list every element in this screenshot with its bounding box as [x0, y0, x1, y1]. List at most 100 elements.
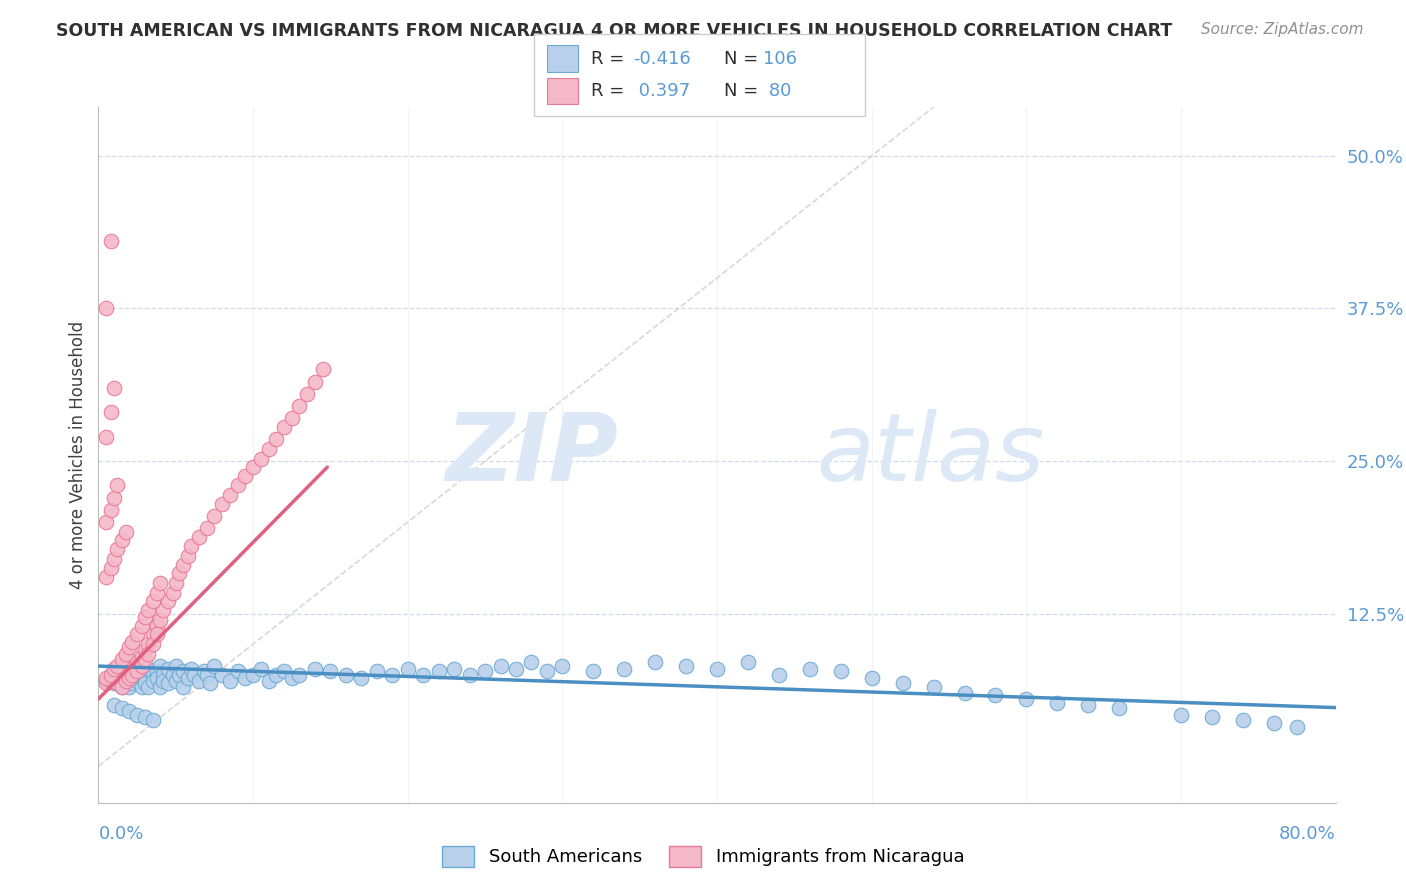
- Point: [149, 659, 172, 673]
- Point: [142, 594, 165, 608]
- Text: N =: N =: [724, 82, 758, 100]
- Point: [860, 671, 883, 685]
- Point: [474, 664, 496, 678]
- Point: [103, 676, 125, 690]
- Point: [146, 627, 169, 641]
- Point: [103, 381, 125, 395]
- Point: [1232, 713, 1254, 727]
- Point: [149, 576, 172, 591]
- Point: [115, 661, 138, 675]
- Point: [131, 664, 153, 678]
- Point: [100, 667, 122, 681]
- Point: [198, 676, 221, 690]
- Point: [111, 533, 134, 548]
- Point: [1263, 716, 1285, 731]
- Point: [127, 664, 149, 678]
- Point: [242, 460, 264, 475]
- Point: [142, 673, 165, 688]
- Point: [111, 680, 134, 694]
- Point: [1015, 692, 1038, 706]
- Point: [312, 362, 335, 376]
- Point: [127, 667, 149, 681]
- Point: [131, 659, 153, 673]
- Point: [1286, 720, 1309, 734]
- Point: [100, 561, 122, 575]
- Point: [96, 570, 118, 584]
- Point: [115, 673, 138, 688]
- Point: [165, 673, 187, 688]
- Point: [134, 610, 156, 624]
- Point: [266, 432, 288, 446]
- Point: [304, 661, 326, 675]
- Point: [121, 667, 143, 681]
- Point: [103, 551, 125, 566]
- Point: [177, 671, 200, 685]
- Point: [173, 558, 195, 572]
- Point: [830, 664, 852, 678]
- Point: [319, 664, 342, 678]
- Point: [146, 586, 169, 600]
- Point: [121, 634, 143, 648]
- Point: [188, 530, 211, 544]
- Point: [134, 710, 156, 724]
- Point: [131, 680, 153, 694]
- Point: [1046, 696, 1069, 710]
- Point: [100, 503, 122, 517]
- Point: [111, 652, 134, 666]
- Point: [1077, 698, 1099, 713]
- Text: R =: R =: [591, 82, 624, 100]
- Point: [219, 488, 242, 502]
- Point: [105, 676, 128, 690]
- Point: [226, 478, 249, 492]
- Point: [118, 680, 141, 694]
- Point: [427, 664, 450, 678]
- Point: [118, 659, 141, 673]
- Point: [115, 524, 138, 539]
- Point: [142, 627, 165, 641]
- Text: 80: 80: [763, 82, 792, 100]
- Point: [103, 671, 125, 685]
- Point: [134, 673, 156, 688]
- Point: [193, 664, 215, 678]
- Point: [115, 664, 138, 678]
- Point: [127, 673, 149, 688]
- Point: [152, 667, 174, 681]
- Point: [288, 667, 311, 681]
- Point: [146, 664, 169, 678]
- Text: ZIP: ZIP: [446, 409, 619, 501]
- Point: [768, 667, 790, 681]
- Point: [111, 667, 134, 681]
- Point: [131, 671, 153, 685]
- Point: [103, 491, 125, 505]
- Point: [149, 613, 172, 627]
- Point: [381, 667, 404, 681]
- Point: [195, 521, 218, 535]
- Point: [96, 515, 118, 529]
- Point: [115, 647, 138, 661]
- Point: [146, 619, 169, 633]
- Point: [105, 541, 128, 556]
- Point: [304, 375, 326, 389]
- Y-axis label: 4 or more Vehicles in Household: 4 or more Vehicles in Household: [69, 321, 87, 589]
- Point: [165, 576, 187, 591]
- Point: [105, 659, 128, 673]
- Point: [891, 676, 914, 690]
- Point: [396, 661, 419, 675]
- Point: [100, 673, 122, 688]
- Point: [149, 680, 172, 694]
- Point: [226, 664, 249, 678]
- Point: [136, 603, 159, 617]
- Text: 0.0%: 0.0%: [98, 825, 143, 843]
- Point: [644, 656, 666, 670]
- Point: [111, 664, 134, 678]
- Point: [250, 661, 273, 675]
- Point: [136, 680, 159, 694]
- Point: [167, 566, 190, 581]
- Point: [134, 643, 156, 657]
- Point: [953, 686, 976, 700]
- Point: [211, 667, 233, 681]
- Point: [204, 508, 226, 523]
- Point: [281, 411, 304, 425]
- Point: [96, 301, 118, 316]
- Text: Source: ZipAtlas.com: Source: ZipAtlas.com: [1201, 22, 1364, 37]
